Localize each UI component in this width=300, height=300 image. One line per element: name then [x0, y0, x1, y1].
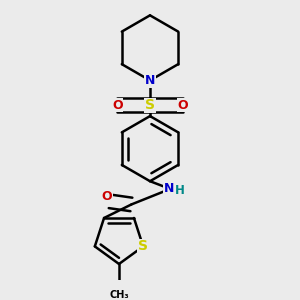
Text: CH₃: CH₃: [109, 290, 129, 300]
Text: H: H: [175, 184, 185, 197]
Text: O: O: [101, 190, 112, 203]
Text: O: O: [177, 99, 188, 112]
Text: N: N: [164, 182, 174, 195]
Text: S: S: [138, 239, 148, 254]
Text: N: N: [145, 74, 155, 87]
Text: O: O: [112, 99, 123, 112]
Text: S: S: [145, 98, 155, 112]
